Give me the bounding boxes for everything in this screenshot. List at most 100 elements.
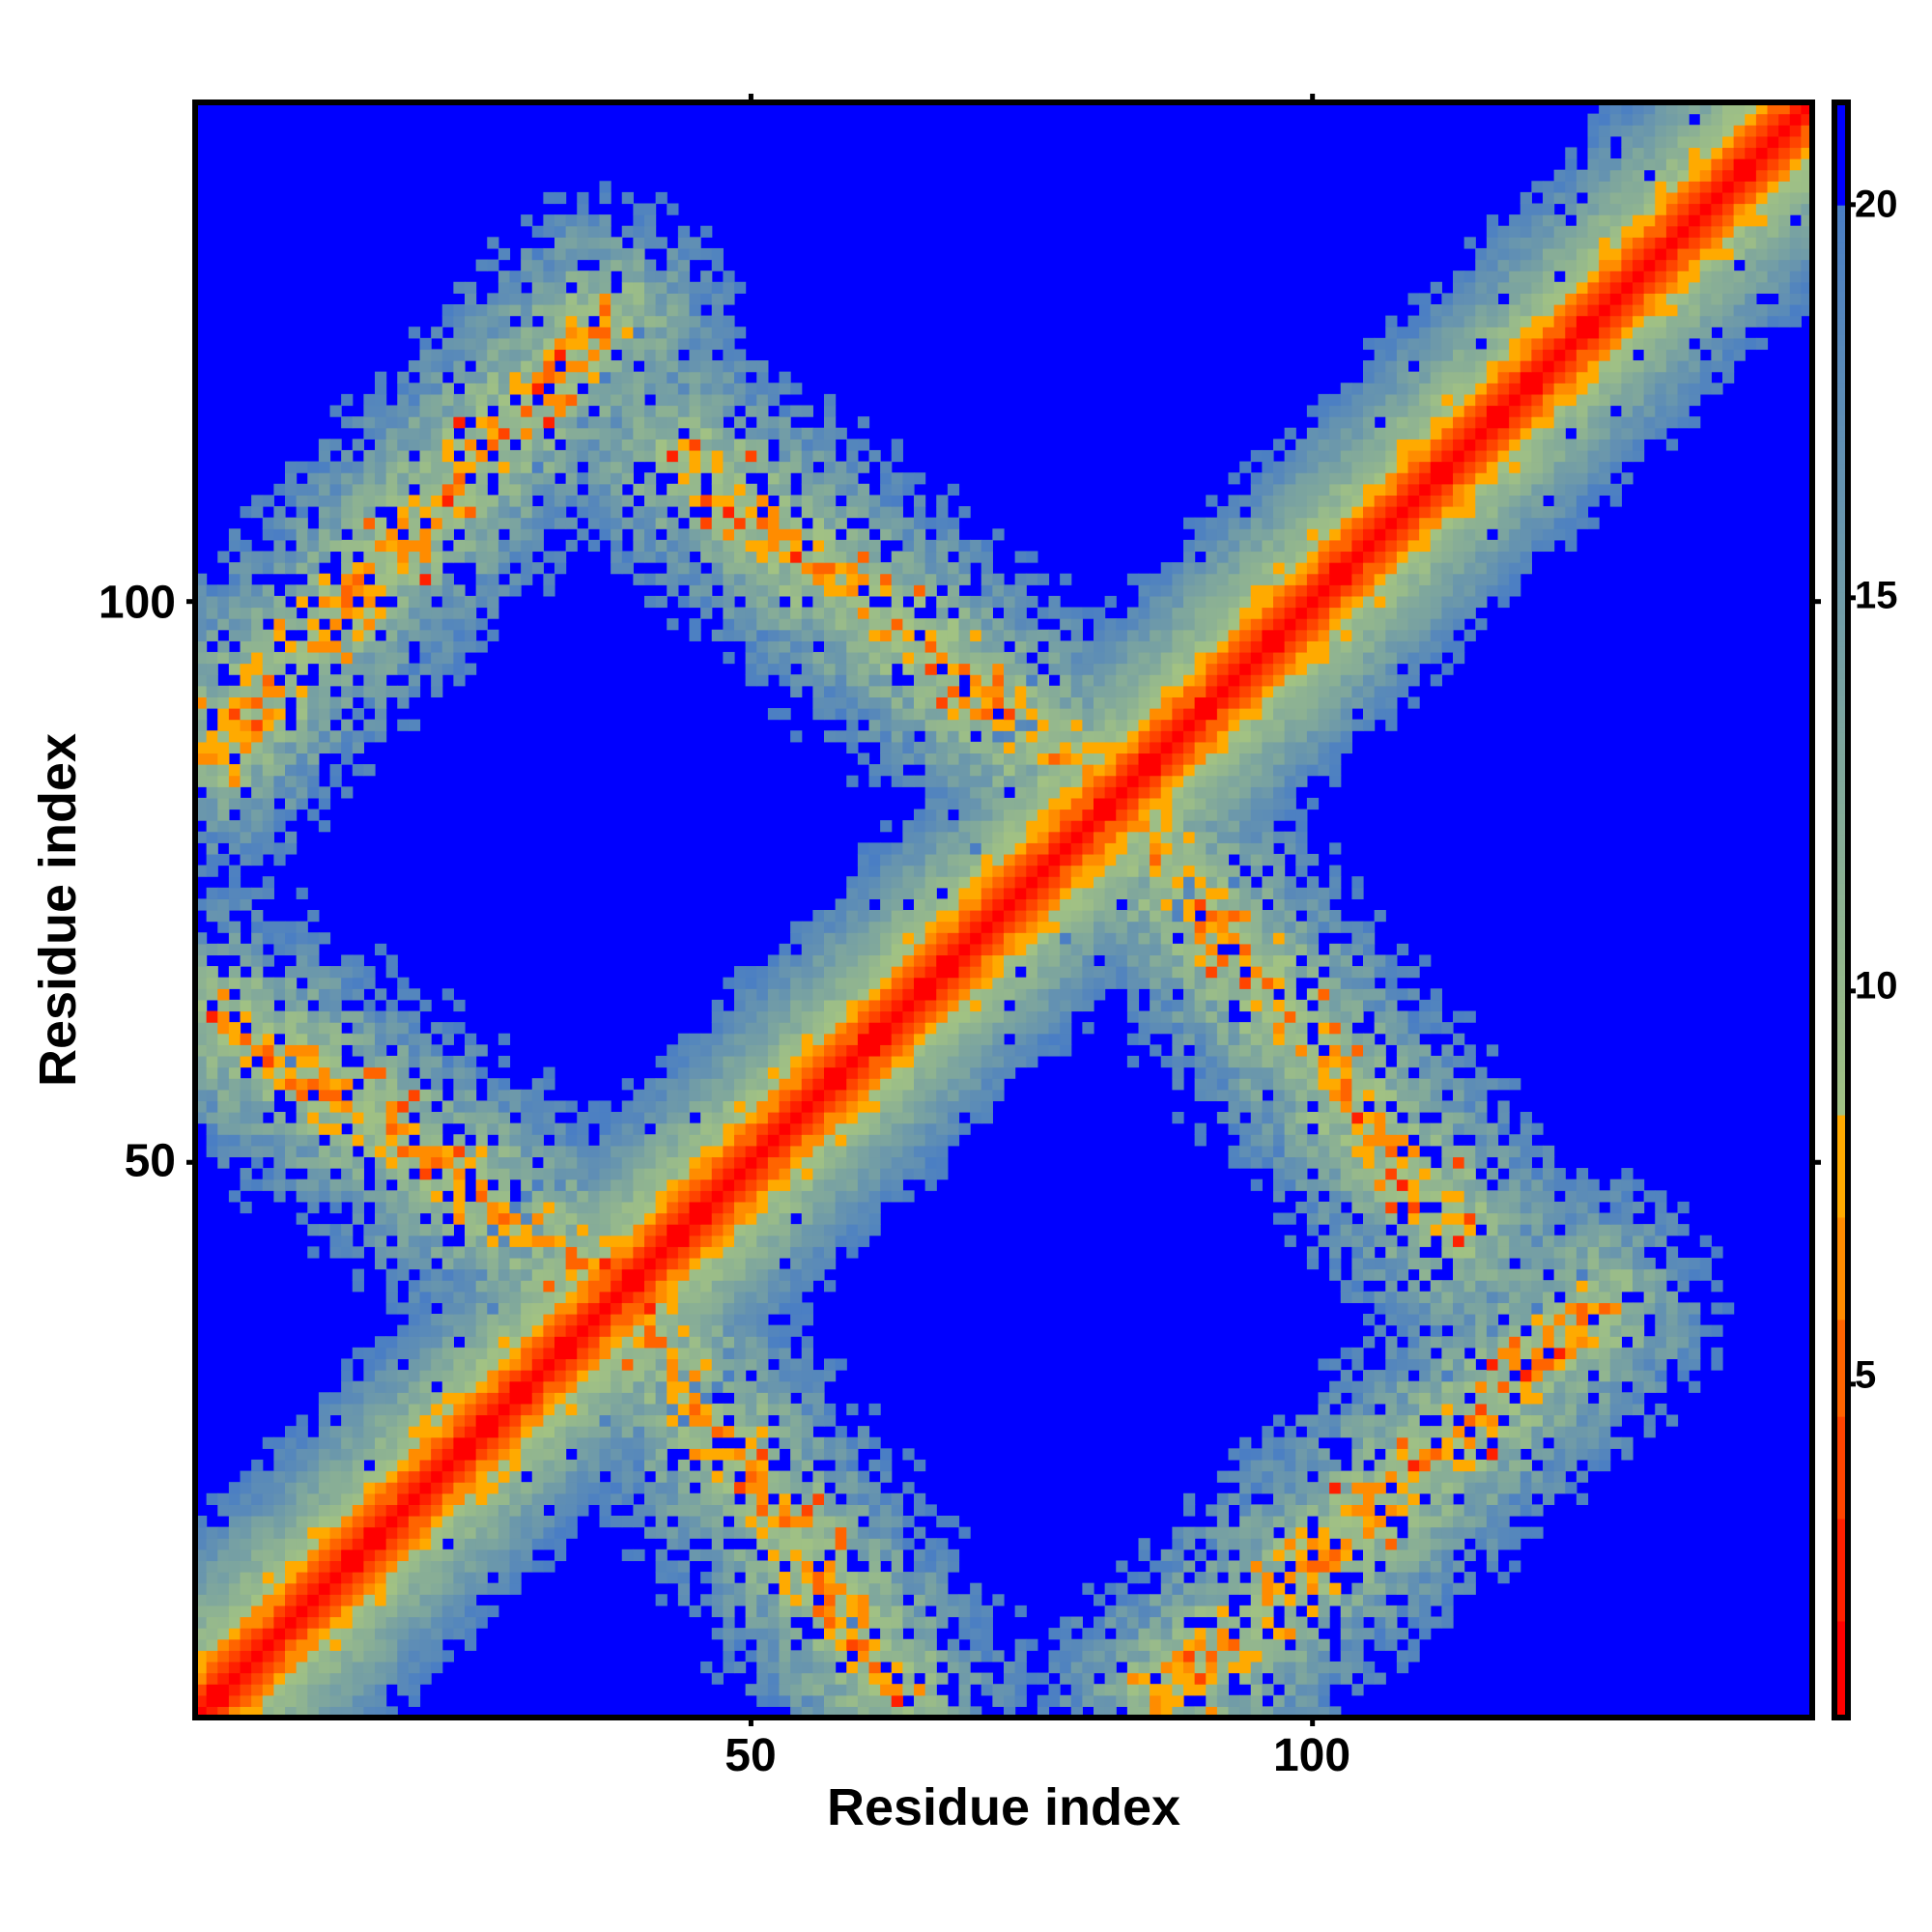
heatmap-cell <box>1262 1661 1274 1674</box>
heatmap-cell <box>1396 1560 1409 1573</box>
heatmap-cell <box>1126 1055 1140 1068</box>
heatmap-cell <box>1374 1201 1386 1214</box>
heatmap-cell <box>554 1414 567 1427</box>
heatmap-cell <box>936 1145 949 1158</box>
heatmap-cell <box>790 1122 803 1135</box>
heatmap-cell <box>1430 1257 1442 1270</box>
heatmap-cell <box>756 1470 769 1483</box>
heatmap-cell <box>621 1370 634 1382</box>
heatmap-cell <box>1037 1694 1050 1707</box>
heatmap-cell <box>767 1392 781 1405</box>
heatmap-cell <box>1520 1302 1532 1315</box>
heatmap-cell <box>352 1459 364 1472</box>
heatmap-cell <box>779 1526 791 1539</box>
heatmap-cell <box>1419 1100 1432 1113</box>
heatmap-cell <box>1374 1022 1386 1035</box>
heatmap-cell <box>363 1078 376 1091</box>
heatmap-cell <box>509 1526 522 1539</box>
heatmap-cell <box>745 1504 757 1517</box>
heatmap-cell <box>1340 1548 1352 1562</box>
heatmap-cell <box>419 1414 432 1427</box>
heatmap-cell <box>599 1403 611 1416</box>
heatmap-cell <box>318 1112 331 1124</box>
heatmap-cell <box>790 1560 803 1573</box>
heatmap-cell <box>812 1212 825 1225</box>
heatmap-cell <box>1138 1628 1151 1640</box>
heatmap-cell <box>700 1403 713 1416</box>
heatmap-cell <box>1609 1190 1622 1203</box>
heatmap-cell <box>655 1358 668 1371</box>
heatmap-cell <box>767 1235 781 1247</box>
heatmap-cell <box>1430 1572 1442 1584</box>
heatmap-cell <box>1655 1190 1667 1203</box>
heatmap-cell <box>992 988 1005 1001</box>
heatmap-cell <box>801 1504 813 1517</box>
heatmap-cell <box>689 1201 701 1214</box>
heatmap-cell <box>1407 1448 1420 1461</box>
heatmap-cell <box>644 1492 657 1505</box>
heatmap-cell <box>554 1516 567 1528</box>
heatmap-cell <box>587 1470 601 1483</box>
heatmap-cell <box>824 1179 837 1191</box>
heatmap-cell <box>1565 1280 1577 1293</box>
heatmap-cell <box>240 1560 252 1573</box>
heatmap-cell <box>902 1650 915 1662</box>
heatmap-cell <box>1172 1650 1184 1662</box>
heatmap-cell <box>1262 1684 1274 1696</box>
heatmap-cell <box>497 1112 511 1124</box>
heatmap-cell <box>1497 1336 1510 1349</box>
heatmap-cell <box>924 1638 937 1651</box>
heatmap-cell <box>296 1066 308 1079</box>
heatmap-cell <box>723 1459 735 1472</box>
heatmap-cell <box>767 1694 781 1707</box>
heatmap-cell <box>497 1572 511 1584</box>
heatmap-cell <box>880 1145 893 1158</box>
heatmap-cell <box>1351 988 1364 1001</box>
heatmap-cell <box>1509 1078 1521 1091</box>
heatmap-cell <box>341 988 354 1001</box>
heatmap-cell <box>195 1694 208 1707</box>
heatmap-cell <box>947 1122 960 1135</box>
heatmap-cell <box>756 1201 769 1214</box>
heatmap-cell <box>700 1548 713 1562</box>
heatmap-cell <box>521 1370 533 1382</box>
heatmap-cell <box>711 1516 724 1528</box>
heatmap-cell <box>1587 1190 1600 1203</box>
heatmap-cell <box>296 1482 308 1494</box>
heatmap-cell <box>352 1684 364 1696</box>
heatmap-cell <box>375 1347 387 1360</box>
heatmap-cell <box>487 1370 499 1382</box>
heatmap-cell <box>307 1616 320 1629</box>
heatmap-cell <box>1553 1314 1566 1326</box>
heatmap-cell <box>599 1291 611 1303</box>
heatmap-cell <box>240 1044 252 1057</box>
heatmap-cell <box>767 1190 781 1203</box>
heatmap-cell <box>1150 1594 1162 1606</box>
heatmap-cell <box>1565 1257 1577 1270</box>
heatmap-cell <box>980 1628 993 1640</box>
heatmap-cell <box>711 1033 724 1045</box>
heatmap-cell <box>700 1380 713 1393</box>
heatmap-cell <box>700 1212 713 1225</box>
heatmap-cell <box>318 1168 331 1180</box>
heatmap-cell <box>329 1560 342 1573</box>
heatmap-cell <box>543 1224 555 1236</box>
heatmap-cell <box>677 1257 691 1270</box>
heatmap-cell <box>240 1078 252 1091</box>
heatmap-cell <box>667 1392 679 1405</box>
heatmap-cell <box>1374 1156 1386 1169</box>
heatmap-cell <box>1565 1336 1577 1349</box>
heatmap-cell <box>644 1302 657 1315</box>
heatmap-cell <box>397 1212 410 1225</box>
heatmap-cell <box>543 1078 555 1091</box>
heatmap-cell <box>667 1089 679 1101</box>
heatmap-cell <box>1273 1516 1286 1528</box>
heatmap-cell <box>868 1168 881 1180</box>
heatmap-cell <box>1497 1268 1510 1281</box>
heatmap-cell <box>587 1235 601 1247</box>
heatmap-cell <box>689 1134 701 1147</box>
heatmap-cell <box>1160 1572 1173 1584</box>
heatmap-cell <box>633 1224 645 1236</box>
heatmap-cell <box>1655 1235 1667 1247</box>
heatmap-cell <box>1295 1582 1308 1595</box>
